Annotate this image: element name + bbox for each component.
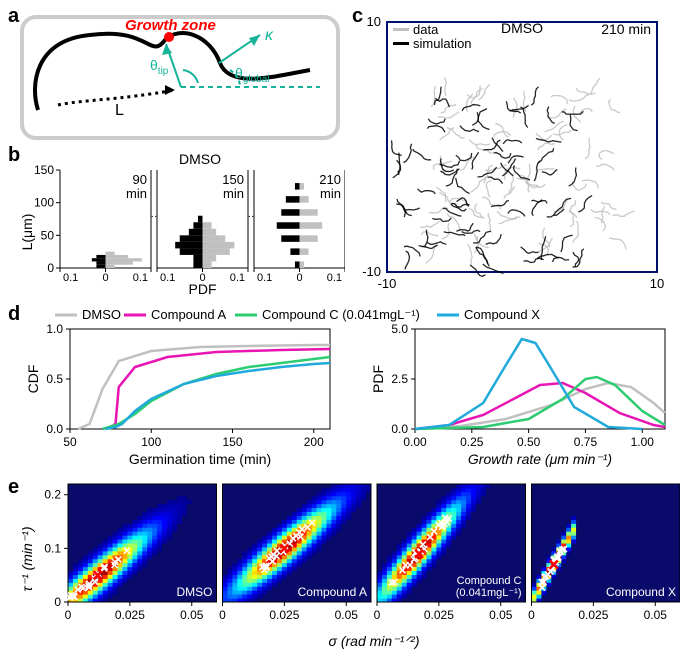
svg-text:50: 50 [63,435,77,449]
svg-text:-10: -10 [362,264,381,279]
panel-d-label: d [8,303,20,326]
svg-text:0.05: 0.05 [644,608,668,622]
svg-text:150: 150 [222,172,244,187]
panel-a-label: a [8,5,19,28]
svg-text:Compound A: Compound A [151,307,226,322]
svg-text:Compound A: Compound A [298,585,367,599]
svg-text:τ⁻¹ (min⁻¹): τ⁻¹ (min⁻¹) [20,526,35,591]
svg-text:0.05: 0.05 [489,608,513,622]
svg-text:Compound C (0.041mgL⁻¹): Compound C (0.041mgL⁻¹) [262,307,420,322]
svg-text:0.1: 0.1 [327,272,342,284]
svg-text:0: 0 [65,608,72,622]
panel-b-label: b [8,144,20,167]
svg-text:1.0: 1.0 [46,322,63,336]
panel-b-svg: DMSOL(μm)0501001500.100.190min··0.100.11… [20,152,345,297]
svg-text:0.05: 0.05 [335,608,359,622]
panel-e-label: e [8,476,19,499]
panel-a: Growth zone L κ θtip θglobal [20,15,340,140]
svg-text:Compound X: Compound X [464,307,540,322]
svg-text:0: 0 [528,608,535,622]
svg-text:0.25: 0.25 [460,435,484,449]
panel-d: DMSO Compound A Compound C (0.041mgL⁻¹) Com… [20,305,680,470]
svg-text:data: data [413,22,439,37]
kappa-label: κ [265,27,274,44]
svg-text:0.025: 0.025 [115,608,145,622]
svg-text:DMSO: DMSO [179,152,221,167]
svg-text:0: 0 [219,608,226,622]
svg-text:CDF: CDF [25,365,41,394]
svg-text:0.50: 0.50 [517,435,541,449]
svg-text:100: 100 [34,196,54,210]
svg-text:0: 0 [54,595,61,609]
svg-text:5.0: 5.0 [391,322,408,336]
svg-text:0.0: 0.0 [391,422,408,436]
l-label: L [115,102,124,119]
svg-text:0: 0 [102,272,108,284]
svg-text:0.2: 0.2 [44,488,61,502]
svg-text:0.05: 0.05 [180,608,204,622]
svg-text:Compound X: Compound X [606,585,676,599]
panel-d-svg: DMSO Compound A Compound C (0.041mgL⁻¹) Com… [20,305,680,470]
panel-b: DMSOL(μm)0501001500.100.190min··0.100.11… [20,152,345,297]
svg-text:0.1: 0.1 [257,272,272,284]
svg-text:0.1: 0.1 [160,272,175,284]
svg-text:min: min [126,186,147,201]
svg-text:PDF: PDF [370,365,386,393]
svg-text:1.00: 1.00 [631,435,655,449]
svg-text:90: 90 [133,172,147,187]
svg-text:PDF: PDF [189,281,217,297]
svg-text:DMSO: DMSO [177,585,213,599]
panel-c-svg: -1010-1010DMSO210 mindatasimulation [355,8,675,298]
svg-text:0.1: 0.1 [230,272,245,284]
svg-text:200: 200 [304,435,324,449]
svg-text:Growth rate (μm min⁻¹): Growth rate (μm min⁻¹) [468,451,612,467]
svg-text:210 min: 210 min [601,21,651,37]
svg-text:0.5: 0.5 [46,372,63,386]
figure-root: a b c d e Growth zone L κ [0,0,685,659]
svg-text:0: 0 [296,272,302,284]
svg-text:Compound C: Compound C [457,575,522,587]
svg-text:0.025: 0.025 [578,608,608,622]
panel-e-svg: τ⁻¹ (min⁻¹) σ (rad min⁻¹ᐟ²) 0 0.025 0.05 0 0.1… [20,478,680,653]
svg-text:50: 50 [41,228,55,242]
svg-text:2.5: 2.5 [391,372,408,386]
growth-zone-label: Growth zone [125,17,216,34]
svg-text:Germination time (min): Germination time (min) [129,451,271,467]
svg-text:min: min [320,186,341,201]
svg-text:0.1: 0.1 [133,272,148,284]
svg-text:0.1: 0.1 [63,272,78,284]
svg-text:10: 10 [650,276,664,291]
svg-text:0.75: 0.75 [574,435,598,449]
svg-text:min: min [223,186,244,201]
svg-text:150: 150 [222,435,242,449]
svg-text:··: ·· [248,211,255,222]
svg-text:(0.041mgL⁻¹): (0.041mgL⁻¹) [456,587,522,599]
svg-text:simulation: simulation [413,36,472,51]
svg-text:100: 100 [141,435,161,449]
svg-text:DMSO: DMSO [82,307,121,322]
svg-text:0.025: 0.025 [269,608,299,622]
svg-text:210: 210 [319,172,341,187]
panel-c: -1010-1010DMSO210 mindatasimulation [355,8,675,298]
svg-text:DMSO: DMSO [501,20,543,36]
svg-text:150: 150 [34,163,54,177]
svg-text:0: 0 [374,608,381,622]
panel-a-svg: Growth zone L κ θtip θglobal [20,15,340,140]
svg-text:10: 10 [367,14,381,29]
svg-text:L(μm): L(μm) [20,214,35,251]
svg-text:σ (rad min⁻¹ᐟ²): σ (rad min⁻¹ᐟ²) [329,633,420,649]
svg-text:0.025: 0.025 [424,608,454,622]
panel-e: τ⁻¹ (min⁻¹) σ (rad min⁻¹ᐟ²) 0 0.025 0.05 0 0.1… [20,478,680,653]
svg-text:0: 0 [47,261,54,275]
svg-text:0.00: 0.00 [403,435,427,449]
svg-text:0.0: 0.0 [46,422,63,436]
svg-text:··: ·· [151,211,158,222]
svg-text:0.1: 0.1 [44,541,61,555]
